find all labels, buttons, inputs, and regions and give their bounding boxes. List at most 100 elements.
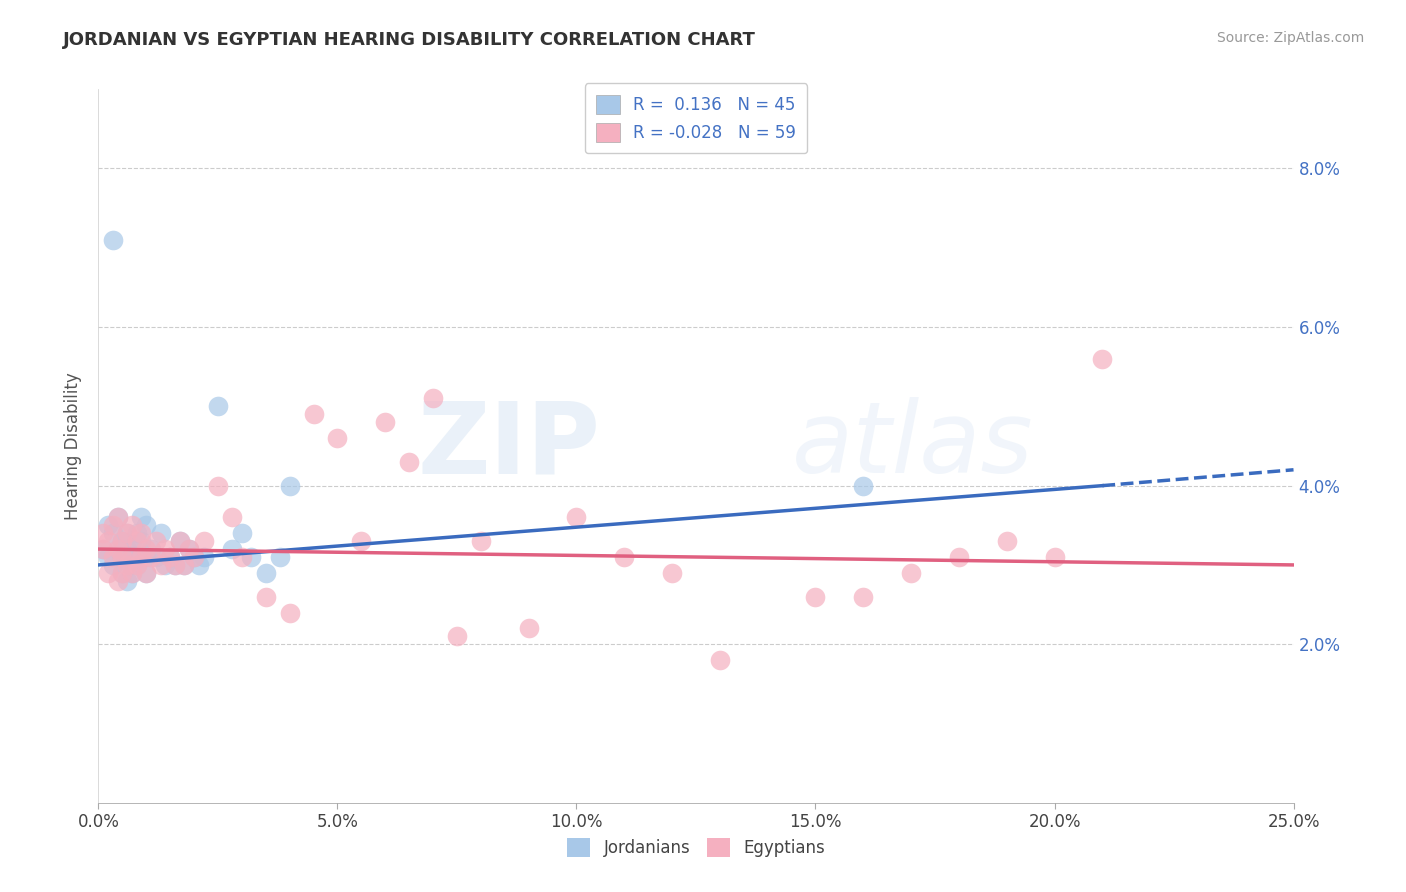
Point bbox=[159, 549, 181, 564]
Point bbox=[183, 549, 205, 564]
Point bbox=[193, 549, 215, 564]
Point bbox=[149, 526, 172, 541]
Point bbox=[254, 590, 277, 604]
Point bbox=[179, 542, 201, 557]
Point bbox=[91, 542, 114, 557]
Text: JORDANIAN VS EGYPTIAN HEARING DISABILITY CORRELATION CHART: JORDANIAN VS EGYPTIAN HEARING DISABILITY… bbox=[63, 31, 756, 49]
Point bbox=[183, 549, 205, 564]
Point bbox=[131, 549, 153, 564]
Point bbox=[221, 542, 243, 557]
Point bbox=[115, 526, 138, 541]
Point bbox=[804, 590, 827, 604]
Point bbox=[193, 534, 215, 549]
Point bbox=[709, 653, 731, 667]
Point bbox=[240, 549, 263, 564]
Point bbox=[852, 478, 875, 492]
Point bbox=[254, 566, 277, 580]
Point bbox=[135, 518, 157, 533]
Point bbox=[107, 510, 129, 524]
Point bbox=[187, 558, 209, 572]
Point bbox=[121, 566, 143, 580]
Point bbox=[91, 526, 114, 541]
Point bbox=[374, 415, 396, 429]
Point bbox=[97, 518, 120, 533]
Point bbox=[101, 549, 124, 564]
Point bbox=[101, 526, 124, 541]
Point bbox=[125, 534, 148, 549]
Point bbox=[173, 558, 195, 572]
Point bbox=[163, 558, 186, 572]
Point bbox=[97, 549, 120, 564]
Point bbox=[131, 526, 153, 541]
Point bbox=[207, 400, 229, 414]
Point bbox=[115, 542, 138, 557]
Point bbox=[111, 566, 134, 580]
Point bbox=[155, 542, 177, 557]
Point bbox=[900, 566, 922, 580]
Point bbox=[125, 558, 148, 572]
Point bbox=[1043, 549, 1066, 564]
Point bbox=[278, 606, 301, 620]
Point bbox=[135, 566, 157, 580]
Point bbox=[179, 542, 201, 557]
Point bbox=[107, 542, 129, 557]
Point bbox=[135, 549, 157, 564]
Point bbox=[107, 574, 129, 588]
Point bbox=[101, 518, 124, 533]
Point bbox=[111, 549, 134, 564]
Point bbox=[121, 518, 143, 533]
Point bbox=[995, 534, 1018, 549]
Point bbox=[139, 549, 162, 564]
Point bbox=[302, 407, 325, 421]
Point bbox=[565, 510, 588, 524]
Point bbox=[517, 621, 540, 635]
Point bbox=[446, 629, 468, 643]
Point bbox=[125, 558, 148, 572]
Text: ZIP: ZIP bbox=[418, 398, 600, 494]
Text: Source: ZipAtlas.com: Source: ZipAtlas.com bbox=[1216, 31, 1364, 45]
Point bbox=[278, 478, 301, 492]
Point bbox=[111, 566, 134, 580]
Point bbox=[139, 542, 162, 557]
Point bbox=[422, 392, 444, 406]
Point bbox=[101, 233, 124, 247]
Point bbox=[115, 558, 138, 572]
Point bbox=[111, 534, 134, 549]
Point bbox=[121, 566, 143, 580]
Point bbox=[1091, 351, 1114, 366]
Point bbox=[91, 542, 114, 557]
Point bbox=[97, 566, 120, 580]
Point bbox=[97, 534, 120, 549]
Point bbox=[398, 455, 420, 469]
Y-axis label: Hearing Disability: Hearing Disability bbox=[65, 372, 83, 520]
Point bbox=[131, 510, 153, 524]
Point bbox=[173, 558, 195, 572]
Point bbox=[169, 534, 191, 549]
Point bbox=[163, 558, 186, 572]
Point bbox=[231, 526, 253, 541]
Point bbox=[107, 510, 129, 524]
Point bbox=[111, 534, 134, 549]
Point bbox=[101, 558, 124, 572]
Point bbox=[145, 534, 167, 549]
Text: atlas: atlas bbox=[792, 398, 1033, 494]
Point bbox=[207, 478, 229, 492]
Point bbox=[111, 549, 134, 564]
Point bbox=[470, 534, 492, 549]
Point bbox=[135, 566, 157, 580]
Point bbox=[115, 574, 138, 588]
Point bbox=[107, 542, 129, 557]
Point bbox=[131, 549, 153, 564]
Point bbox=[121, 534, 143, 549]
Point bbox=[121, 549, 143, 564]
Point bbox=[135, 542, 157, 557]
Point bbox=[149, 558, 172, 572]
Point bbox=[231, 549, 253, 564]
Point bbox=[125, 526, 148, 541]
Point bbox=[661, 566, 683, 580]
Point bbox=[155, 558, 177, 572]
Point bbox=[145, 549, 167, 564]
Point bbox=[269, 549, 291, 564]
Point bbox=[326, 431, 349, 445]
Point bbox=[221, 510, 243, 524]
